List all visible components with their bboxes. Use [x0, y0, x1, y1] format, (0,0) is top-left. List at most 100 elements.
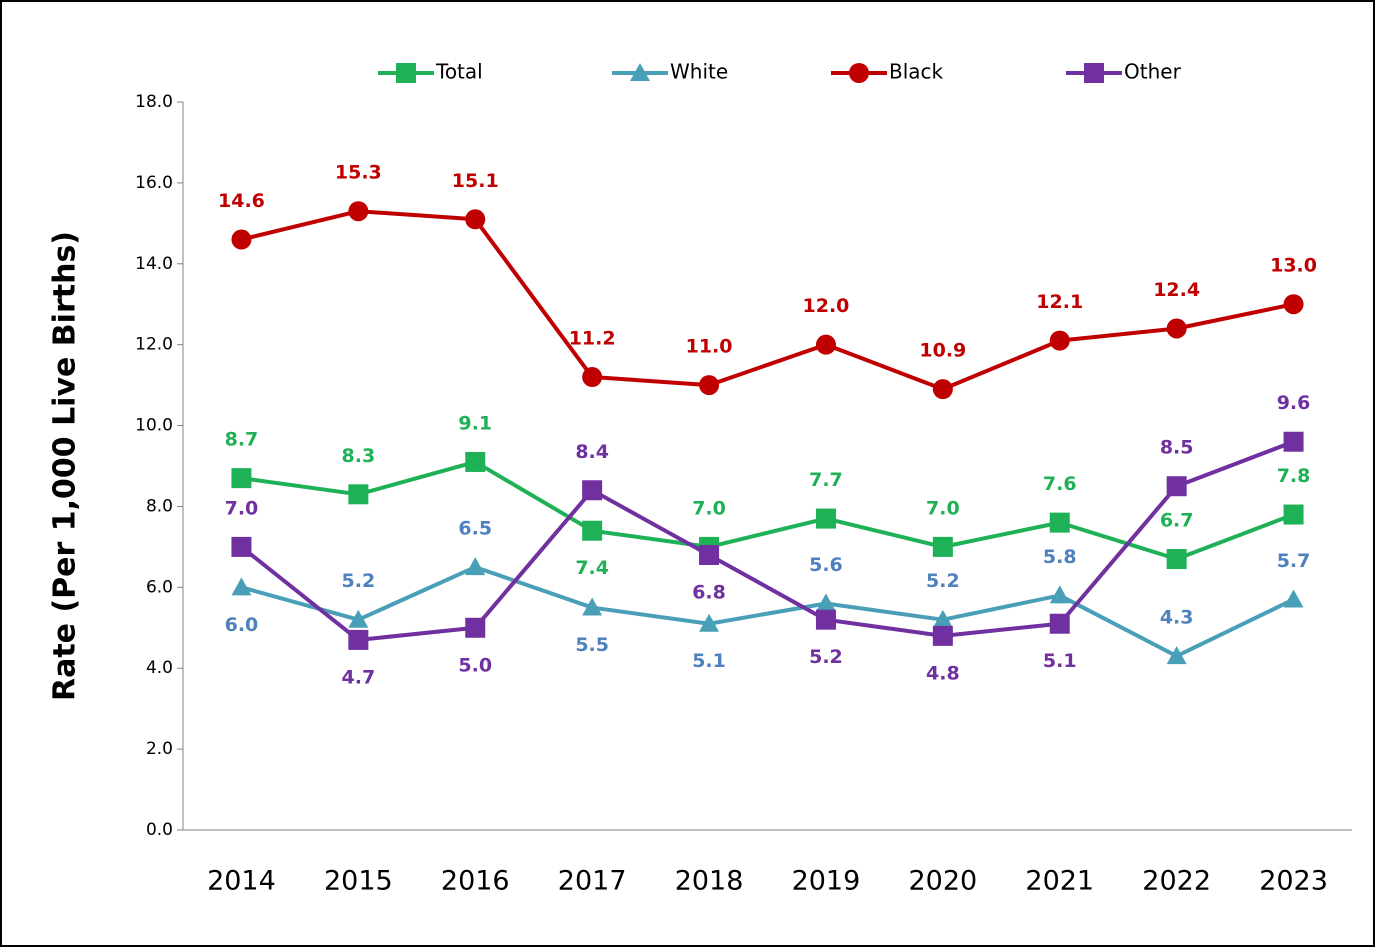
data-label: 5.1 [1043, 650, 1077, 672]
series-line [240, 565, 1295, 659]
data-label: 5.2 [809, 646, 843, 668]
marker [1283, 431, 1304, 452]
marker [1049, 613, 1070, 634]
marker [815, 593, 836, 612]
x-tick-label: 2017 [558, 866, 627, 897]
legend-label: Total [435, 60, 483, 84]
x-tick-label: 2015 [324, 866, 393, 897]
marker [582, 520, 603, 541]
x-tick-label: 2020 [908, 866, 977, 897]
data-label: 5.6 [809, 554, 843, 576]
y-tick-label: 18.0 [135, 92, 173, 112]
marker [1049, 585, 1070, 604]
x-tick-label: 2022 [1142, 866, 1211, 897]
data-label: 7.0 [692, 497, 726, 519]
series-line [241, 459, 1295, 562]
marker [932, 379, 953, 400]
marker [1283, 589, 1304, 608]
data-label: 15.3 [335, 162, 382, 184]
data-label: 11.2 [569, 328, 616, 350]
x-tick-label: 2016 [441, 866, 510, 897]
y-tick-label: 4.0 [146, 658, 173, 678]
marker [1049, 512, 1070, 533]
marker [582, 480, 603, 501]
legend-label: Black [889, 60, 944, 84]
x-tick-label: 2014 [207, 866, 276, 897]
series-line [240, 209, 1294, 392]
data-label: 5.7 [1277, 550, 1311, 572]
data-label: 7.0 [926, 497, 960, 519]
data-label: 8.7 [225, 429, 259, 451]
data-label: 4.3 [1160, 607, 1194, 629]
x-tick-label: 2021 [1025, 866, 1094, 897]
y-tick-label: 16.0 [135, 173, 173, 193]
x-tick-label: 2018 [675, 866, 744, 897]
marker [1049, 330, 1070, 351]
data-label: 6.8 [692, 581, 726, 603]
marker [231, 468, 252, 489]
marker [465, 617, 486, 638]
marker [1166, 646, 1187, 665]
legend-marker [1084, 63, 1104, 83]
marker [231, 536, 252, 557]
marker [231, 577, 252, 596]
y-axis-title: Rate (Per 1,000 Live Births) [48, 231, 83, 701]
y-tick-label: 8.0 [146, 496, 173, 516]
data-label: 10.9 [919, 340, 966, 362]
data-label: 7.8 [1277, 465, 1311, 487]
data-label: 5.0 [458, 654, 492, 676]
marker [932, 609, 953, 628]
y-tick-label: 10.0 [135, 416, 173, 436]
data-label: 15.1 [452, 170, 499, 192]
marker [582, 597, 603, 616]
marker [465, 451, 486, 472]
data-label: 12.1 [1036, 291, 1083, 313]
data-label: 13.0 [1270, 255, 1317, 277]
marker [348, 484, 369, 505]
data-label: 8.4 [575, 441, 609, 463]
marker [699, 375, 720, 396]
marker [465, 209, 486, 230]
data-label: 5.2 [926, 570, 960, 592]
data-label: 7.4 [575, 557, 609, 579]
legend-label: White [670, 60, 728, 84]
data-label: 12.4 [1153, 279, 1200, 301]
x-tick-label: 2019 [792, 866, 861, 897]
data-label: 6.7 [1160, 510, 1194, 532]
data-label: 6.0 [225, 614, 259, 636]
series-line [240, 439, 1295, 642]
data-label: 7.0 [225, 497, 259, 519]
marker [1166, 318, 1187, 339]
legend-marker [396, 63, 416, 83]
marker [1283, 504, 1304, 525]
data-label: 4.8 [926, 662, 960, 684]
y-tick-label: 14.0 [135, 254, 173, 274]
marker [582, 367, 603, 388]
y-tick-label: 0.0 [146, 820, 173, 840]
legend-marker [630, 63, 650, 81]
y-tick-label: 6.0 [146, 577, 173, 597]
marker [815, 508, 836, 529]
data-label: 5.1 [692, 650, 726, 672]
marker [932, 625, 953, 646]
marker [699, 613, 720, 632]
data-label: 8.3 [342, 445, 376, 467]
data-label: 5.2 [342, 570, 376, 592]
marker [1166, 476, 1187, 497]
marker [348, 629, 369, 650]
legend-label: Other [1124, 60, 1182, 84]
data-label: 4.7 [342, 666, 376, 688]
data-label: 9.6 [1277, 392, 1311, 414]
data-label: 5.5 [575, 634, 609, 656]
data-label: 12.0 [803, 295, 850, 317]
marker [815, 334, 836, 355]
data-label: 9.1 [458, 412, 492, 434]
data-label: 7.6 [1043, 473, 1077, 495]
marker [932, 536, 953, 557]
marker [465, 557, 486, 576]
y-tick-label: 12.0 [135, 335, 173, 355]
data-label: 5.8 [1043, 546, 1077, 568]
marker [348, 609, 369, 628]
